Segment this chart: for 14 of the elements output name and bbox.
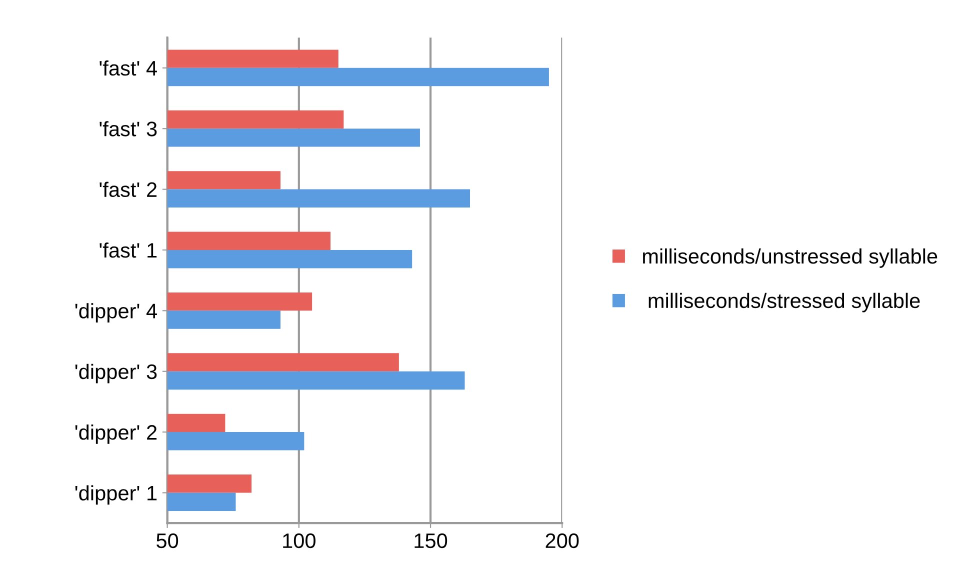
x-tick-label: 100	[283, 533, 316, 548]
y-tick-label: 'fast' 1	[100, 242, 157, 258]
y-tick-label: 'fast' 3	[100, 121, 157, 136]
y-tick-label: 'dipper' 1	[75, 485, 157, 505]
y-tick-label: 'dipper' 3	[75, 364, 157, 384]
x-tick-label: 200	[546, 533, 579, 548]
y-tick-label: 'fast' 4	[100, 60, 157, 76]
y-tick-label: 'fast' 2	[100, 182, 157, 198]
y-tick-label: 'dipper' 2	[75, 424, 157, 444]
legend-label: milliseconds/unstressed syllable	[643, 248, 938, 268]
y-tick-label: 'dipper' 4	[75, 303, 157, 323]
x-tick-label: 150	[414, 533, 448, 548]
x-tick-label: 50	[156, 533, 178, 548]
legend-label: milliseconds/stressed syllable	[648, 292, 920, 312]
